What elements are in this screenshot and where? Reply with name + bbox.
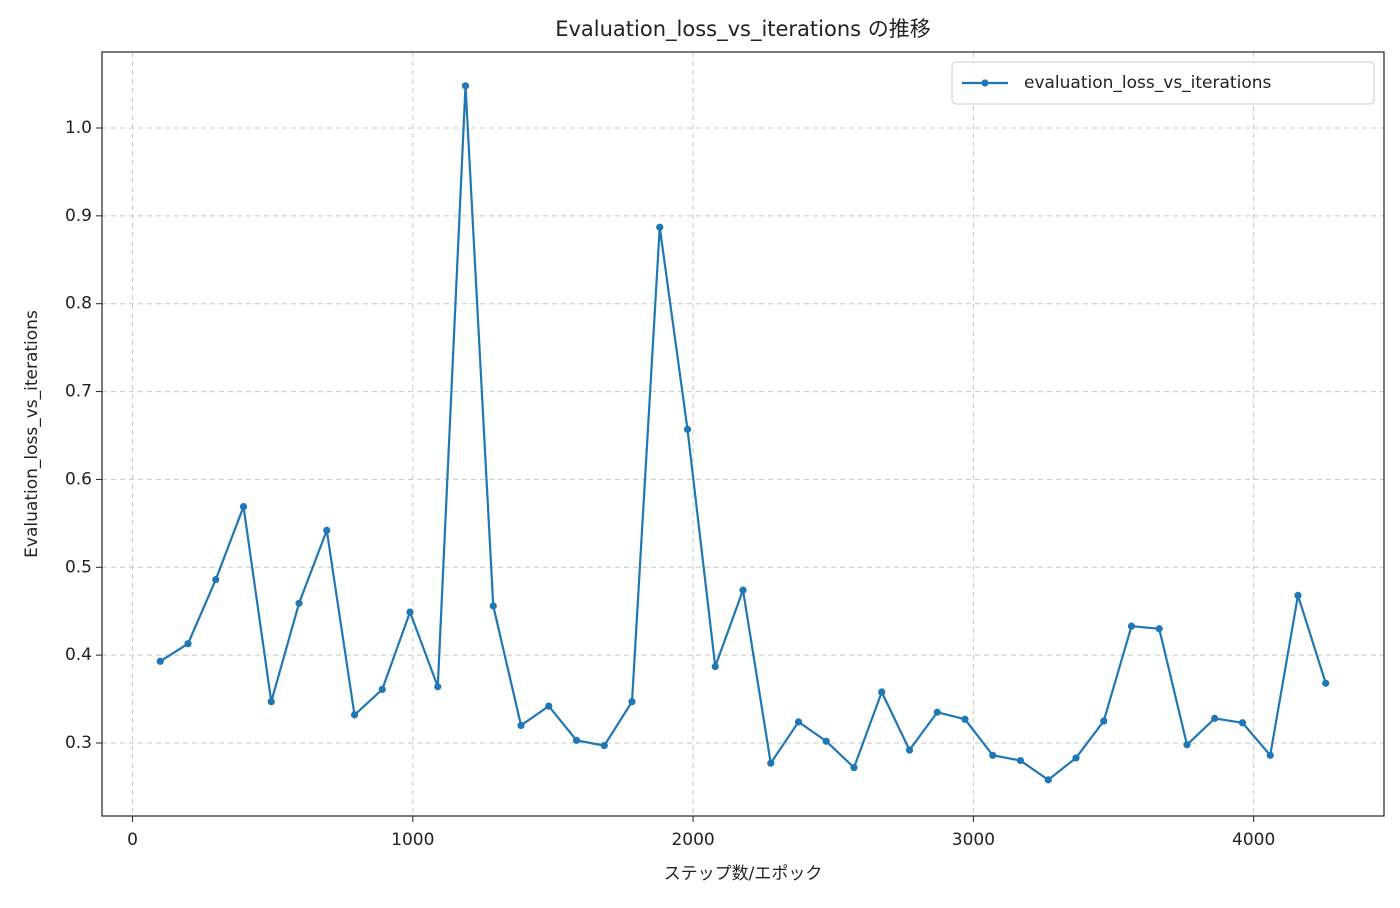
x-tick-label: 4000 (1232, 830, 1275, 850)
marker (184, 640, 192, 648)
x-axis-label: ステップ数/エポック (664, 864, 823, 884)
marker (1072, 754, 1080, 762)
marker (933, 708, 941, 716)
y-tick-label: 0.6 (65, 469, 92, 489)
marker (767, 759, 775, 767)
marker (545, 702, 553, 710)
plot-frame (101, 51, 1385, 817)
y-tick-label: 0.5 (65, 557, 92, 577)
marker (656, 223, 664, 231)
marker (156, 657, 164, 665)
marker (267, 698, 275, 706)
marker (572, 736, 581, 744)
marker (822, 737, 830, 745)
marker (489, 602, 497, 610)
marker (323, 526, 331, 534)
y-tick-label: 0.9 (65, 206, 92, 226)
marker (517, 721, 525, 730)
marker (683, 425, 692, 433)
legend-box (951, 61, 1375, 105)
x-tick-label: 3000 (952, 830, 995, 850)
x-tick-label: 1000 (391, 830, 434, 850)
legend: evaluation_loss_vs_iterations (951, 61, 1375, 105)
marker (739, 586, 747, 594)
marker (350, 711, 359, 719)
marker (1211, 714, 1219, 722)
marker (1266, 751, 1274, 759)
y-tick-label: 1.0 (65, 118, 92, 138)
y-axis-label: Evaluation_loss_vs_iterations (22, 310, 42, 558)
marker (1127, 622, 1136, 630)
marker (239, 503, 248, 511)
y-tick-label: 0.7 (65, 382, 92, 402)
marker (600, 742, 608, 750)
marker (295, 599, 303, 607)
marker (1155, 625, 1163, 633)
marker (878, 688, 886, 696)
marker (905, 746, 914, 754)
x-tick-label: 0 (127, 830, 138, 850)
legend-label: evaluation_loss_vs_iterations (1024, 73, 1271, 93)
marker (378, 685, 386, 693)
marker (1294, 591, 1302, 599)
y-tick-label: 0.3 (65, 733, 92, 753)
marker (850, 763, 858, 772)
marker (1238, 719, 1247, 727)
marker (434, 683, 442, 691)
marker (1322, 679, 1330, 687)
chart-title: Evaluation_loss_vs_iterations の推移 (555, 17, 931, 42)
legend-marker (981, 79, 989, 87)
marker (461, 82, 470, 90)
marker (1044, 776, 1052, 784)
marker (406, 608, 414, 616)
marker (1100, 717, 1108, 725)
marker (989, 751, 997, 759)
marker (628, 698, 636, 706)
marker (711, 662, 719, 671)
x-tick-label: 2000 (671, 830, 714, 850)
marker (961, 715, 969, 723)
marker (212, 575, 220, 584)
y-tick-label: 0.8 (65, 294, 92, 314)
y-tick-label: 0.4 (65, 645, 92, 665)
marker (1016, 756, 1025, 765)
marker (1183, 741, 1191, 749)
marker (794, 718, 803, 726)
